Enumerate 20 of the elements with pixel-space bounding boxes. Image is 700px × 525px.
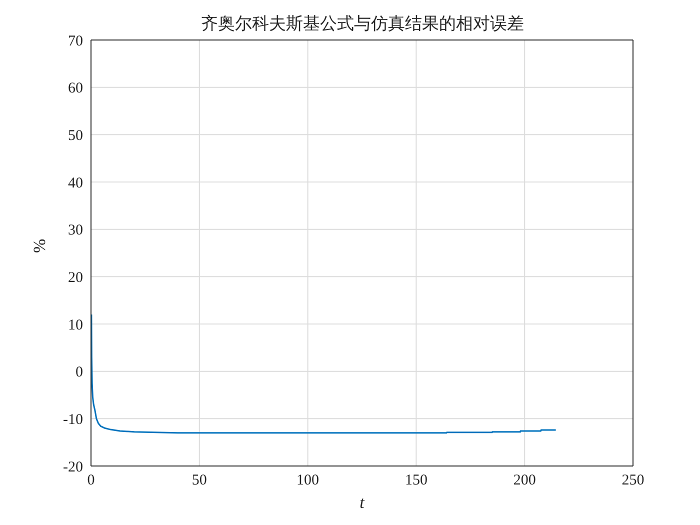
y-tick-label: 60: [68, 80, 83, 97]
y-tick-label: 70: [68, 33, 83, 50]
x-tick-label: 50: [192, 472, 207, 489]
line-series: [91, 314, 557, 434]
y-tick-label: 30: [68, 222, 83, 239]
y-axis-title: %: [30, 238, 50, 253]
x-tick-label: 100: [296, 472, 320, 489]
x-tick-label: 0: [87, 472, 95, 489]
x-tick-label: 150: [404, 472, 428, 489]
y-tick-label: 40: [68, 175, 83, 192]
y-tick-label: -10: [63, 412, 83, 428]
x-tick-label: 250: [622, 472, 644, 489]
y-tick-label: 10: [68, 317, 83, 334]
chart-title: 齐奥尔科夫斯基公式与仿真结果的相对误差: [200, 13, 525, 35]
y-tick-label: 0: [76, 364, 83, 381]
x-tick-label: 200: [513, 472, 536, 489]
x-axis-title: t: [360, 493, 366, 512]
y-tick-label: 50: [68, 128, 83, 144]
y-tick-label: 20: [68, 270, 83, 286]
y-tick-label: -20: [63, 459, 83, 476]
